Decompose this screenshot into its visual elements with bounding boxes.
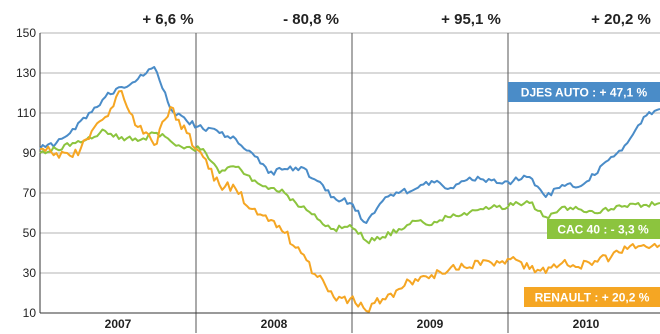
series-labels: DJES AUTO : + 47,1 % CAC 40 : - 3,3 % RENA… bbox=[508, 82, 660, 307]
y-tick-label: 90 bbox=[23, 146, 37, 160]
series-label-cac-40: CAC 40 : - 3,3 % bbox=[547, 219, 660, 239]
series-label-text: RENAULT : + 20,2 % bbox=[535, 291, 650, 305]
year-labels: 2007 2008 2009 2010 bbox=[105, 317, 600, 331]
year-change-label: + 6,6 % bbox=[142, 11, 193, 28]
series-label-box bbox=[508, 82, 660, 102]
series-label-text: CAC 40 : - 3,3 % bbox=[557, 223, 649, 237]
year-change-label: + 95,1 % bbox=[441, 11, 501, 28]
series-lines bbox=[39, 66, 660, 313]
y-tick-label: 70 bbox=[23, 186, 37, 200]
y-tick-label: 110 bbox=[17, 106, 36, 120]
series-label-renault: RENAULT : + 20,2 % bbox=[524, 287, 660, 307]
year-separators bbox=[195, 33, 509, 333]
year-label: 2008 bbox=[261, 317, 288, 331]
y-tick-label: 130 bbox=[16, 66, 36, 80]
series-label-text: DJES AUTO : + 47,1 % bbox=[521, 86, 648, 100]
year-label: 2009 bbox=[417, 317, 444, 331]
y-tick-label: 10 bbox=[23, 306, 37, 320]
year-label: 2010 bbox=[573, 317, 600, 331]
y-tick-label: 30 bbox=[23, 266, 37, 280]
series-line-cac-40 bbox=[39, 128, 660, 245]
y-tick-label: 50 bbox=[23, 226, 37, 240]
y-tick-labels: 10 30 50 70 90 110 130 150 bbox=[16, 26, 36, 320]
series-line-renault bbox=[39, 90, 660, 313]
year-label: 2007 bbox=[105, 317, 132, 331]
series-label-box bbox=[547, 219, 660, 239]
series-label-box bbox=[524, 287, 660, 307]
series-label-djes-auto: DJES AUTO : + 47,1 % bbox=[508, 82, 660, 102]
axis-frame bbox=[39, 33, 660, 314]
year-change-label: - 80,8 % bbox=[283, 11, 339, 28]
year-change-labels: + 6,6 % - 80,8 % + 95,1 % + 20,2 % bbox=[142, 11, 650, 28]
grid-lines bbox=[40, 32, 660, 314]
year-change-label: + 20,2 % bbox=[591, 11, 651, 28]
series-line-djes-auto bbox=[39, 66, 660, 224]
y-tick-label: 150 bbox=[16, 26, 36, 40]
